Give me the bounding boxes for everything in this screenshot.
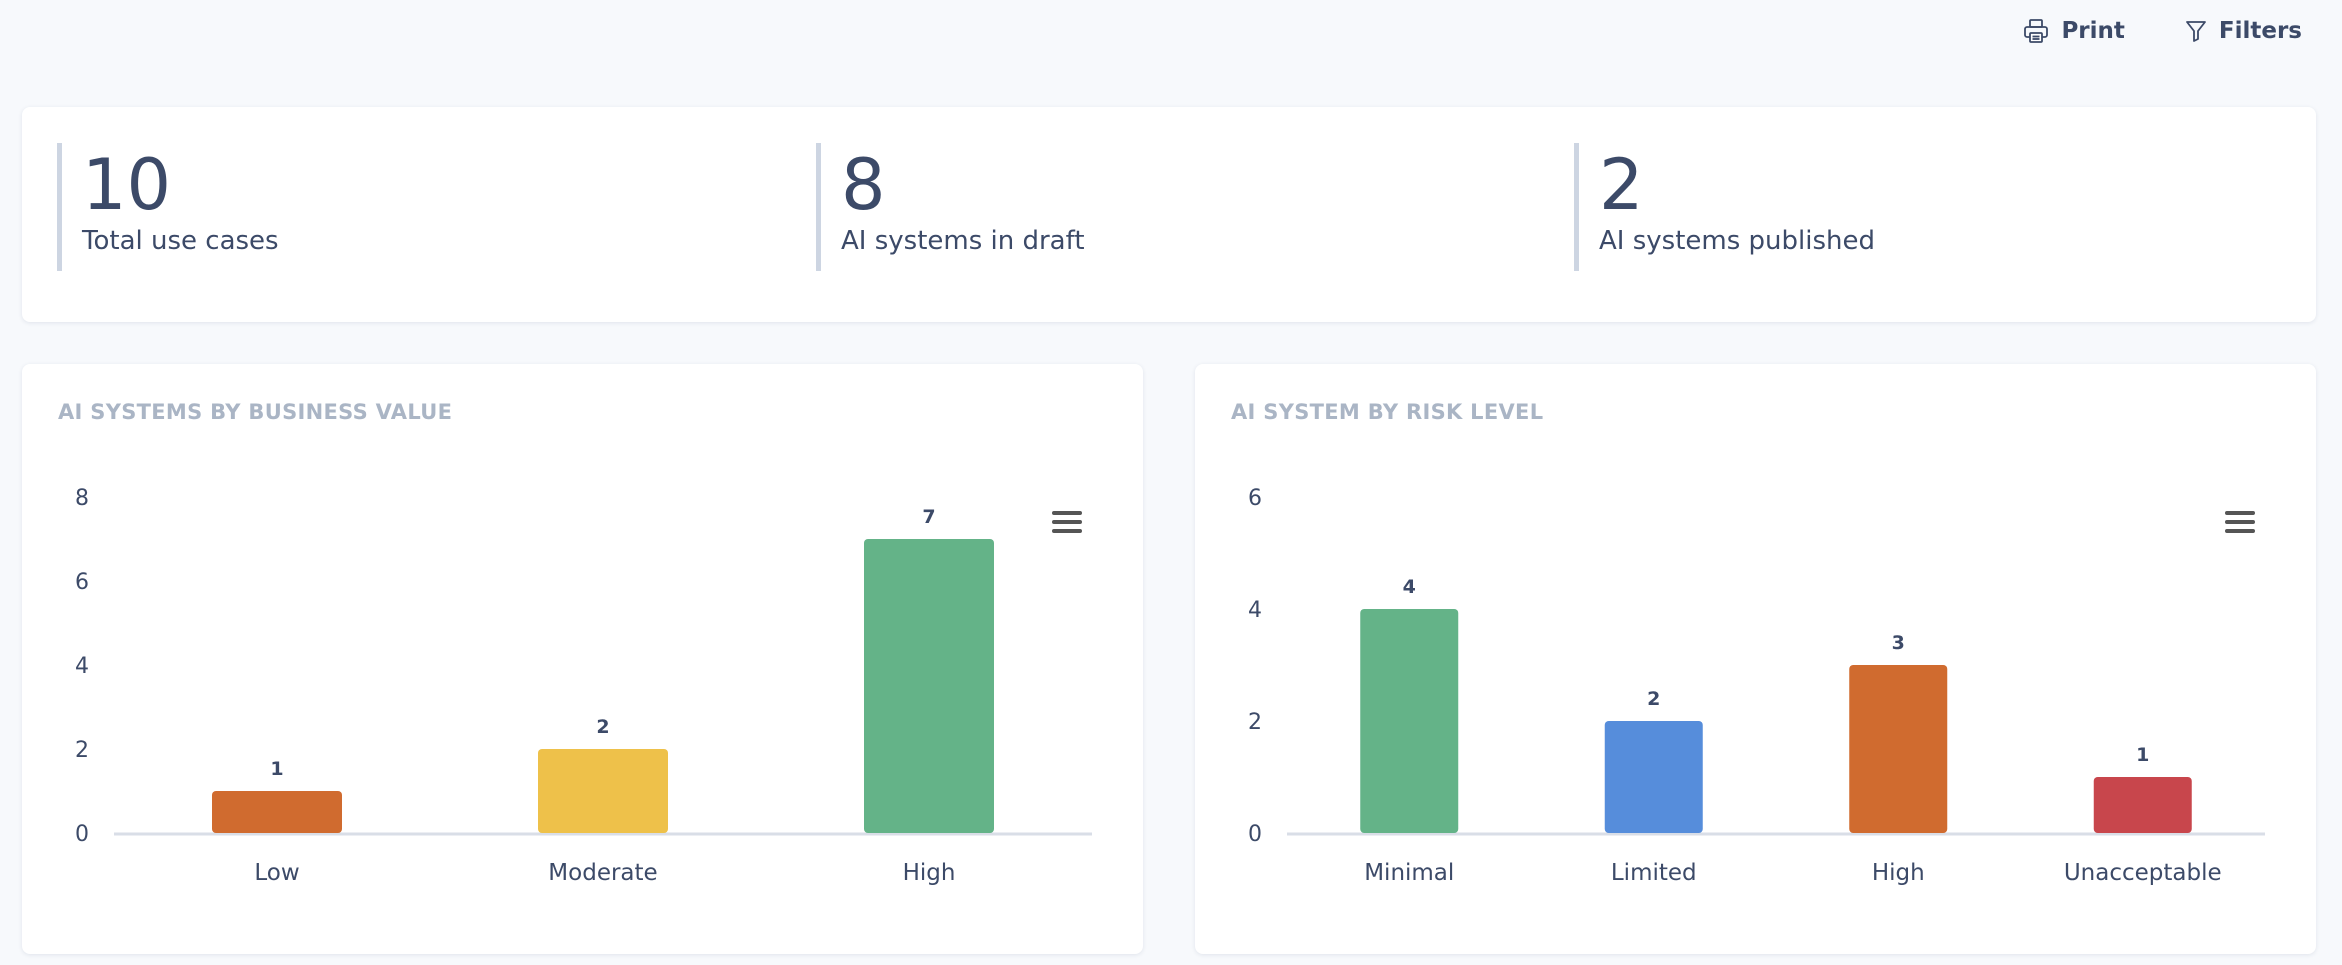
x-tick-label: Minimal — [1364, 860, 1454, 886]
stat-value: 2 — [1599, 144, 1644, 226]
filters-label: Filters — [2218, 18, 2302, 44]
business-value-bar-chart: 0 2 4 6 8 1 Low 2 Moderate 7 High — [75, 486, 1092, 886]
chart-title: AI SYSTEMS BY BUSINESS VALUE — [58, 400, 453, 424]
stat-label: AI systems published — [1599, 226, 1875, 256]
stat-value: 8 — [841, 144, 886, 226]
y-tick-label: 2 — [75, 738, 89, 763]
data-label: 2 — [1647, 688, 1660, 710]
y-tick-label: 0 — [75, 822, 89, 847]
print-button[interactable]: Print — [2023, 18, 2125, 44]
data-label: 2 — [596, 716, 609, 738]
chart-title: AI SYSTEM BY RISK LEVEL — [1231, 400, 1544, 424]
bar-unacceptable — [2093, 777, 2192, 833]
y-tick-label: 8 — [75, 486, 89, 511]
data-label: 7 — [922, 506, 935, 528]
hamburger-menu-icon — [2225, 511, 2255, 533]
x-tick-label: Limited — [1611, 860, 1697, 886]
x-tick-label: Unacceptable — [2064, 860, 2222, 886]
risk-level-bar-chart: 0 2 4 6 4 Minimal 2 Limited 3 High 1 Unacceptable — [1248, 486, 2265, 886]
bar-minimal — [1360, 609, 1459, 833]
y-tick-label: 0 — [1248, 822, 1262, 847]
hamburger-menu-icon — [1052, 511, 1082, 533]
bar-low — [212, 791, 342, 833]
x-tick-label: Moderate — [548, 860, 657, 886]
data-label: 1 — [2136, 744, 2149, 766]
stat-ai-systems-published: 2 AI systems published — [1574, 143, 1875, 271]
stat-total-use-cases: 10 Total use cases — [57, 143, 279, 271]
y-tick-label: 6 — [1248, 486, 1262, 511]
data-label: 4 — [1403, 576, 1416, 598]
chart-menu-button[interactable] — [2225, 510, 2255, 534]
y-tick-label: 4 — [1248, 598, 1262, 623]
y-tick-label: 6 — [75, 570, 89, 595]
stat-ai-systems-draft: 8 AI systems in draft — [816, 143, 1085, 271]
risk-level-chart-card: AI SYSTEM BY RISK LEVEL 0 2 4 6 4 Minimal 2 Lim… — [1195, 364, 2316, 954]
data-label: 3 — [1892, 632, 1905, 654]
x-tick-label: High — [1872, 860, 1925, 886]
print-label: Print — [2061, 18, 2125, 44]
bar-high — [864, 539, 994, 833]
x-tick-label: Low — [254, 860, 299, 886]
data-label: 1 — [270, 758, 283, 780]
printer-icon — [2024, 19, 2049, 43]
filters-button[interactable]: Filters — [2185, 18, 2302, 44]
filter-icon — [2185, 21, 2206, 42]
summary-stats-card: 10 Total use cases 8 AI systems in draft… — [22, 107, 2316, 322]
y-tick-label: 4 — [75, 654, 89, 679]
y-tick-label: 2 — [1248, 710, 1262, 735]
toolbar: Print Filters — [2023, 18, 2302, 44]
x-tick-label: High — [903, 860, 956, 886]
stat-label: Total use cases — [82, 226, 279, 256]
stat-label: AI systems in draft — [841, 226, 1085, 256]
business-value-chart-card: AI SYSTEMS BY BUSINESS VALUE 0 2 4 6 8 1 Low 2 M… — [22, 364, 1143, 954]
stat-value: 10 — [82, 144, 172, 226]
bar-moderate — [538, 749, 668, 833]
chart-menu-button[interactable] — [1052, 510, 1082, 534]
bar-high — [1849, 665, 1948, 833]
bar-limited — [1604, 721, 1703, 833]
